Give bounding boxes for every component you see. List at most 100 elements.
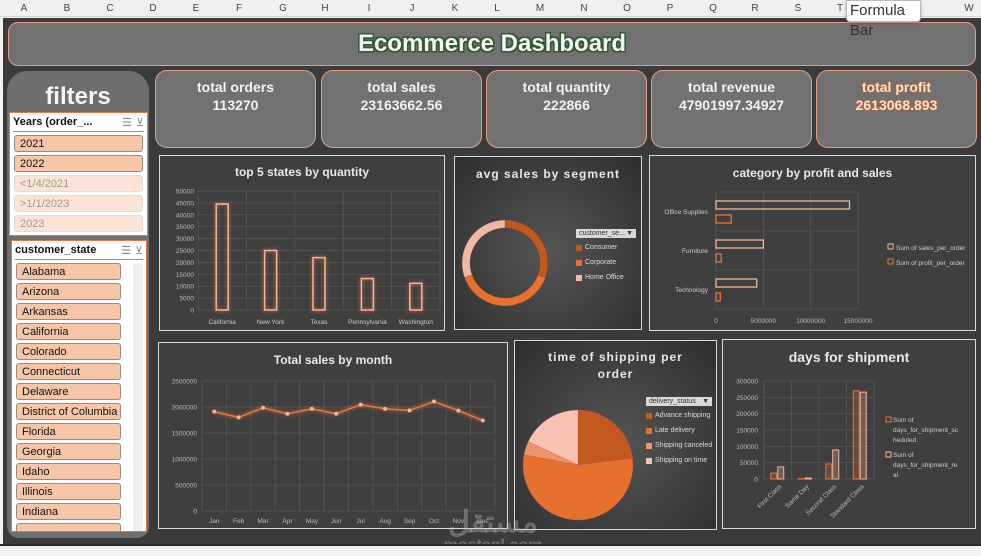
column-header-w[interactable]: W: [964, 3, 974, 14]
kpi-total-quantity: total quantity 222866: [486, 70, 647, 148]
slicer-item-state[interactable]: Florida: [16, 423, 121, 440]
svg-text:Aug: Aug: [379, 518, 391, 525]
column-header-f[interactable]: F: [235, 3, 243, 14]
svg-text:15000: 15000: [176, 272, 194, 279]
svg-text:Same Day: Same Day: [784, 483, 811, 510]
svg-text:1500000: 1500000: [172, 431, 198, 438]
legend-swatch-icon: [576, 260, 582, 266]
svg-text:Dec: Dec: [477, 518, 489, 525]
svg-text:10000000: 10000000: [796, 318, 825, 325]
legend-item: Shipping on time: [646, 457, 716, 464]
customer-segment-filter-button[interactable]: customer_se... ▼: [576, 229, 636, 238]
segment-legend: customer_se... ▼ Consumer Corporate Home Of…: [576, 229, 636, 289]
slicer-item-state[interactable]: Connecticut: [16, 363, 121, 380]
svg-text:May: May: [306, 518, 319, 525]
svg-text:days_for_shipment_sc: days_for_shipment_sc: [893, 427, 959, 434]
svg-text:Sum of profit_per_order: Sum of profit_per_order: [896, 260, 965, 267]
chart-category-profit-sales[interactable]: category by profit and sales 0 5000000 100…: [649, 155, 976, 331]
svg-text:First Class: First Class: [757, 483, 784, 510]
slicer-item-state[interactable]: Georgia: [16, 443, 121, 460]
donut-chart: [461, 219, 549, 307]
column-header-d[interactable]: D: [149, 3, 157, 14]
chart-top-states[interactable]: top 5 states by quantity 50000 45000 40000…: [159, 155, 445, 331]
column-header-g[interactable]: G: [279, 3, 287, 14]
slicer-item-state[interactable]: Alabama: [16, 263, 121, 280]
chart-shipping-status-pie[interactable]: time of shipping per order delivery_stat…: [514, 340, 717, 530]
chart-title: days for shipment: [788, 349, 910, 365]
chart-segment-donut[interactable]: avg sales by segment customer_se... ▼ Con…: [454, 156, 642, 330]
slicer-scrollbar[interactable]: [133, 263, 143, 531]
svg-text:California: California: [208, 319, 236, 326]
slicer-item-state[interactable]: Indiana: [16, 503, 121, 520]
slicer-header: customer_state ☰ ⊻: [15, 241, 143, 260]
slicer-item-year[interactable]: 2023: [14, 215, 143, 232]
svg-text:40000: 40000: [176, 212, 194, 219]
svg-text:Sum of: Sum of: [893, 417, 914, 424]
column-header-r[interactable]: R: [751, 3, 759, 14]
shipping-legend: delivery_status ▼ Advance shipping Late de…: [646, 397, 716, 472]
sheet-bottom-edge: [0, 544, 981, 556]
svg-text:2500000: 2500000: [172, 379, 198, 386]
svg-text:Sum of: Sum of: [893, 452, 914, 459]
slicer-item-state[interactable]: Arizona: [16, 283, 121, 300]
svg-text:days_for_shipment_re: days_for_shipment_re: [893, 462, 958, 469]
slicer-item-state[interactable]: [16, 523, 121, 531]
column-header-e[interactable]: E: [192, 3, 200, 14]
kpi-label: total profit: [861, 79, 932, 95]
slicer-item-year[interactable]: <1/4/2021: [14, 175, 143, 192]
column-header-j[interactable]: J: [409, 3, 415, 14]
slicer-item-year[interactable]: 2021: [14, 135, 143, 152]
slicer-item-state[interactable]: Illinois: [16, 483, 121, 500]
slicer-item-year[interactable]: 2022: [14, 155, 143, 172]
legend-swatch-icon: [646, 428, 652, 434]
kpi-total-revenue: total revenue 47901997.34927: [651, 70, 812, 148]
years-slicer: Years (order_... ☰ ⊻ 2021 2022 <1/4/2021 >1/…: [9, 112, 148, 236]
kpi-value: 113270: [212, 97, 259, 113]
multi-select-icon[interactable]: ☰: [121, 244, 131, 257]
column-header-p[interactable]: P: [666, 3, 674, 14]
multi-select-icon[interactable]: ☰: [122, 116, 132, 129]
slicer-item-year[interactable]: >1/1/2023: [14, 195, 143, 212]
dashboard-title-banner: Ecommerce Dashboard: [8, 22, 976, 66]
slicer-item-state[interactable]: Arkansas: [16, 303, 121, 320]
slicer-item-state[interactable]: Delaware: [16, 383, 121, 400]
svg-text:Oct: Oct: [429, 518, 439, 525]
clear-filter-icon[interactable]: ⊻: [135, 116, 144, 129]
clustered-bar-chart: 300000 250000 200000 150000 100000 50000 0Firs…: [736, 379, 959, 520]
column-header-m[interactable]: M: [535, 3, 545, 14]
column-header-i[interactable]: I: [367, 3, 371, 14]
chart-title: top 5 states by quantity: [234, 165, 370, 179]
line-chart: 2500000 2000000 1500000 1000000 500000 0 Jan Fe…: [172, 379, 496, 525]
column-header-k[interactable]: K: [451, 3, 459, 14]
slicer-item-state[interactable]: Idaho: [16, 463, 121, 480]
column-header-s[interactable]: S: [794, 3, 802, 14]
legend-item: Late delivery: [646, 427, 716, 434]
column-header-h[interactable]: H: [321, 3, 329, 14]
slicer-item-state[interactable]: Colorado: [16, 343, 121, 360]
column-header-t[interactable]: T: [836, 3, 844, 14]
column-header-a[interactable]: A: [20, 3, 28, 14]
slicer-item-state[interactable]: California: [16, 323, 121, 340]
chart-days-for-shipment[interactable]: days for shipment 300000 250000 200000 1500…: [722, 339, 976, 529]
kpi-value: 23163662.56: [360, 97, 443, 113]
column-header-b[interactable]: B: [63, 3, 71, 14]
kpi-total-orders: total orders 113270: [155, 70, 316, 148]
column-header-o[interactable]: O: [623, 3, 631, 14]
svg-text:100000: 100000: [736, 444, 758, 451]
svg-text:15000000: 15000000: [844, 318, 873, 325]
svg-text:0: 0: [714, 318, 718, 325]
column-header-n[interactable]: N: [580, 3, 588, 14]
clear-filter-icon[interactable]: ⊻: [134, 244, 143, 257]
column-header-c[interactable]: C: [106, 3, 114, 14]
slicer-header: Years (order_... ☰ ⊻: [13, 113, 144, 132]
column-header-q[interactable]: Q: [709, 3, 717, 14]
chart-monthly-sales[interactable]: Total sales by month 2500000 2000000 15000…: [158, 342, 508, 529]
legend-swatch-icon: [576, 245, 582, 251]
column-header-l[interactable]: L: [494, 3, 500, 14]
svg-text:2000000: 2000000: [172, 405, 198, 412]
kpi-label: total quantity: [522, 79, 611, 95]
delivery-status-filter-button[interactable]: delivery_status ▼: [646, 397, 712, 406]
kpi-total-profit: total profit 2613068.893: [816, 70, 977, 148]
slicer-item-state[interactable]: District of Columbia: [16, 403, 121, 420]
